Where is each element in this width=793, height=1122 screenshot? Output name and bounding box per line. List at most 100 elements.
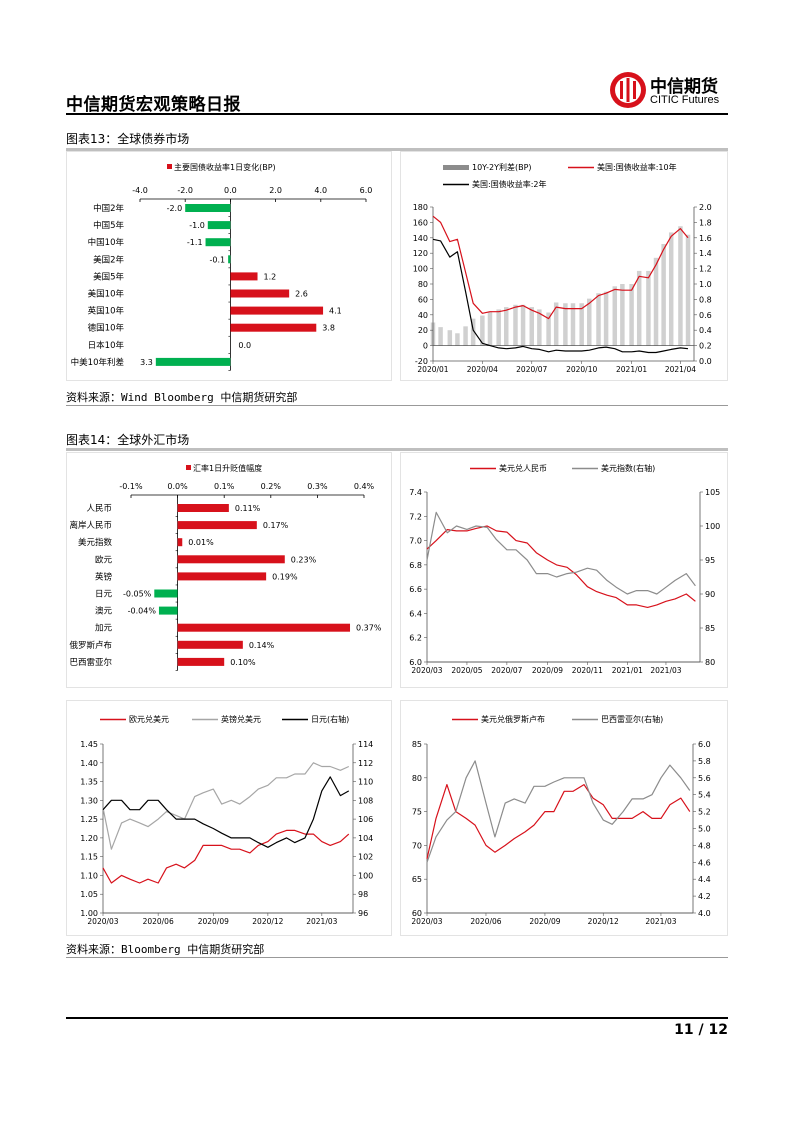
data-label: -2.0 bbox=[167, 204, 183, 213]
x-tick-label: -4.0 bbox=[132, 186, 148, 195]
page-number: 11 / 12 bbox=[674, 1022, 728, 1038]
y-tick-label: 6.6 bbox=[409, 585, 422, 594]
data-label: 0.14% bbox=[249, 641, 275, 650]
series-line bbox=[432, 238, 689, 354]
spread-bar bbox=[496, 309, 501, 346]
spread-bar bbox=[463, 326, 468, 346]
bar bbox=[230, 306, 324, 315]
legend-label: 主要国债收益率1日变化(BP) bbox=[174, 162, 276, 172]
spread-bar bbox=[620, 284, 625, 346]
y-tick-label: 65 bbox=[412, 875, 422, 884]
y-tick-label: 1.30 bbox=[80, 796, 98, 805]
y-tick-label: 85 bbox=[412, 740, 422, 749]
y2-tick-label: 112 bbox=[358, 759, 373, 768]
y2-tick-label: 1.2 bbox=[699, 265, 712, 274]
y2-tick-label: 108 bbox=[358, 796, 373, 805]
y2-tick-label: 0.8 bbox=[699, 295, 712, 304]
bar bbox=[230, 323, 317, 332]
spread-bar bbox=[487, 311, 493, 346]
y-tick-label: -20 bbox=[415, 357, 428, 366]
bar bbox=[177, 538, 183, 547]
y-tick-label: 1.00 bbox=[80, 909, 98, 918]
category-label: 美国2年 bbox=[93, 254, 124, 265]
y2-tick-label: 4.2 bbox=[698, 892, 711, 901]
x-tick-label: 0.0 bbox=[224, 186, 237, 195]
bar bbox=[177, 521, 257, 530]
y-tick-label: 1.35 bbox=[80, 778, 98, 787]
spread-bar bbox=[596, 293, 601, 346]
spread-bar bbox=[579, 303, 584, 346]
spread-bar bbox=[603, 291, 609, 346]
data-label: -0.05% bbox=[123, 590, 152, 599]
y2-tick-label: 100 bbox=[705, 522, 720, 531]
legend-label: 日元(右轴) bbox=[311, 714, 349, 724]
data-label: -0.1 bbox=[210, 255, 226, 264]
y-tick-label: 0 bbox=[423, 342, 428, 351]
y2-tick-label: 106 bbox=[358, 815, 373, 824]
spread-bar bbox=[447, 330, 453, 346]
y2-tick-label: 2.0 bbox=[699, 203, 712, 212]
section-title-13: 图表13：全球债券市场 bbox=[66, 132, 190, 146]
series-line bbox=[102, 829, 350, 884]
y-tick-label: 6.2 bbox=[409, 634, 422, 643]
x-tick-label: 2021/04 bbox=[665, 365, 696, 374]
x-tick-label: 0.0% bbox=[167, 482, 188, 491]
category-label: 中国10年 bbox=[88, 237, 125, 248]
y-tick-label: 40 bbox=[418, 311, 428, 320]
legend-label: 欧元兑美元 bbox=[129, 714, 169, 724]
data-label: -1.1 bbox=[187, 238, 203, 247]
bar bbox=[230, 289, 290, 298]
report-title: 中信期货宏观策略日报 bbox=[66, 95, 241, 115]
series-line bbox=[426, 760, 691, 863]
x-tick-label: 2021/03 bbox=[650, 666, 681, 675]
source-note: 资料来源：Bloomberg 中信期货研究部 bbox=[66, 943, 265, 956]
spread-bar bbox=[563, 303, 568, 346]
y2-tick-label: 104 bbox=[358, 834, 373, 843]
category-label: 日本10年 bbox=[88, 340, 125, 351]
citic-logo-icon bbox=[610, 72, 646, 108]
chart-panel-fx-change bbox=[66, 452, 392, 688]
bar bbox=[177, 555, 285, 564]
x-tick-label: 2020/03 bbox=[411, 917, 442, 926]
y-tick-label: 160 bbox=[413, 218, 428, 227]
y2-tick-label: 4.8 bbox=[698, 841, 711, 850]
header-divider bbox=[66, 113, 728, 115]
y-tick-label: 20 bbox=[418, 326, 428, 335]
spread-bar bbox=[646, 270, 651, 346]
y-tick-label: 1.10 bbox=[80, 871, 98, 880]
y-tick-label: 140 bbox=[413, 234, 428, 243]
y-tick-label: 7.0 bbox=[409, 537, 422, 546]
bar bbox=[177, 640, 243, 649]
y-tick-label: 6.0 bbox=[409, 658, 422, 667]
source-divider bbox=[66, 405, 728, 406]
x-tick-label: 2021/03 bbox=[645, 917, 676, 926]
x-tick-label: 2020/10 bbox=[566, 365, 597, 374]
legend-swatch bbox=[167, 164, 172, 169]
x-tick-label: 4.0 bbox=[314, 186, 327, 195]
bar bbox=[230, 272, 258, 281]
y2-tick-label: 90 bbox=[705, 590, 715, 599]
x-tick-label: 2020/09 bbox=[532, 666, 563, 675]
y-tick-label: 1.15 bbox=[80, 853, 98, 862]
series-line bbox=[102, 762, 350, 850]
section-divider bbox=[66, 148, 728, 151]
y-tick-label: 6.4 bbox=[409, 609, 422, 618]
y2-tick-label: 1.0 bbox=[699, 280, 712, 289]
spread-bar bbox=[504, 307, 509, 346]
y2-tick-label: 80 bbox=[705, 658, 715, 667]
y2-tick-label: 100 bbox=[358, 871, 373, 880]
data-label: 1.2 bbox=[264, 272, 277, 281]
series-line bbox=[426, 511, 696, 595]
x-tick-label: 2021/03 bbox=[306, 917, 337, 926]
logo-text-cn: 中信期货 bbox=[650, 77, 718, 97]
legend-label: 汇率1日升贬值幅度 bbox=[193, 463, 262, 473]
y2-tick-label: 0.6 bbox=[699, 311, 712, 320]
x-tick-label: 2020/01 bbox=[417, 365, 448, 374]
y-tick-label: 60 bbox=[412, 909, 422, 918]
y-tick-label: 80 bbox=[418, 280, 428, 289]
chart-panel-rub-brl bbox=[400, 700, 728, 936]
x-tick-label: 2020/06 bbox=[470, 917, 501, 926]
bar bbox=[158, 606, 178, 615]
data-label: 0.10% bbox=[230, 658, 256, 667]
x-tick-label: 2.0 bbox=[269, 186, 282, 195]
